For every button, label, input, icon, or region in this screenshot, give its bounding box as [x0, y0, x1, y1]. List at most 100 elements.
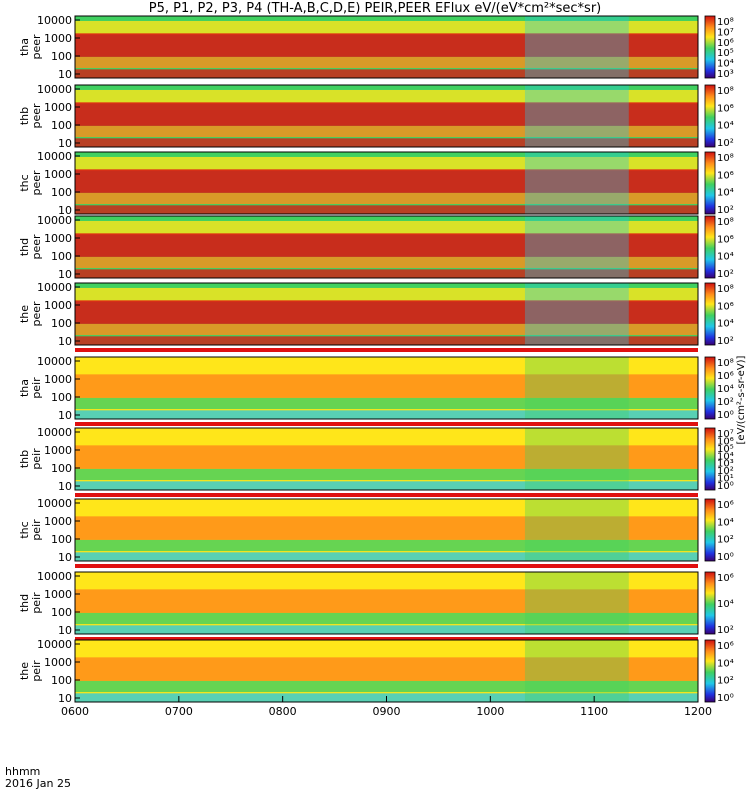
colorbar-tick-label: 10⁰ — [717, 481, 734, 492]
core-flux-band — [75, 233, 698, 257]
colorbar — [704, 427, 716, 491]
core-flux-band — [75, 300, 698, 324]
disturbed-interval — [524, 283, 629, 345]
disturbed-interval — [524, 216, 629, 278]
colorbar — [704, 15, 716, 79]
high-energy-band — [75, 432, 698, 447]
y-tick-label: 10 — [58, 268, 72, 281]
colorbar-tick-label: 10⁸ — [717, 284, 734, 295]
colorbar-tick-label: 10⁴ — [717, 121, 734, 132]
bottom-band — [75, 205, 698, 214]
time-axis-label: hhmm — [5, 765, 41, 778]
panel-frame — [74, 215, 699, 279]
y-axis-label: thcpeer — [18, 170, 43, 196]
colorbar-tick-label: 10² — [717, 205, 734, 216]
y-tick-label: 100 — [51, 391, 72, 404]
quality-flag-bar — [75, 493, 698, 497]
colorbar-tick-label: 10² — [717, 466, 734, 477]
x-tick-label: 1200 — [684, 705, 712, 718]
colorbar-tick-label: 10⁸ — [717, 153, 734, 164]
colorbar-tick-label: 10⁶ — [717, 500, 734, 511]
colorbar-tick-label: 10⁰ — [717, 410, 734, 421]
low-energy-band — [75, 56, 698, 69]
colorbar-tick-label: 10⁸ — [717, 217, 734, 228]
panel-frame — [74, 498, 699, 562]
panel-the-peer: 10000 1000 100 10 thepeer 10⁸ 10⁶ 10⁴ 10² — [18, 281, 734, 352]
y-tick-label: 100 — [51, 119, 72, 132]
high-energy-band — [75, 220, 698, 235]
y-tick-label: 100 — [51, 186, 72, 199]
y-axis-label: thepeir — [18, 660, 43, 682]
panel-frame — [74, 356, 699, 420]
y-axis-label: thbpeir — [18, 448, 43, 470]
flag-bar-fill — [75, 348, 698, 352]
y-tick-label: 10000 — [37, 214, 72, 227]
high-energy-band — [75, 89, 698, 104]
colorbar-tick-label: 10² — [717, 535, 734, 546]
y-tick-label: 1000 — [44, 101, 72, 114]
panel-frame — [74, 15, 699, 79]
colorbar-tick-label: 10⁴ — [717, 188, 734, 199]
colorbar-tick-label: 10⁶ — [717, 38, 734, 49]
colorbar-tick-label: 10⁶ — [717, 641, 734, 652]
y-tick-label: 1000 — [44, 32, 72, 45]
y-tick-label: 100 — [51, 317, 72, 330]
colorbar-tick-label: 10⁶ — [717, 573, 734, 584]
high-energy-band — [75, 20, 698, 35]
bottom-band — [75, 269, 698, 278]
low-energy-band — [75, 468, 698, 481]
colorbar-tick-label: 10⁶ — [717, 301, 734, 312]
y-tick-label: 1000 — [44, 515, 72, 528]
y-tick-label: 10 — [58, 624, 72, 637]
y-axis-label: thapeir — [18, 377, 43, 399]
low-energy-band — [75, 397, 698, 410]
y-tick-label: 100 — [51, 462, 72, 475]
colorbar-tick-label: 10⁴ — [717, 384, 734, 395]
colorbar-tick-label: 10⁶ — [717, 371, 734, 382]
bottom-band — [75, 138, 698, 147]
y-tick-label: 10000 — [37, 570, 72, 583]
colorbar-tick-label: 10⁵ — [717, 444, 734, 455]
disturbed-interval — [524, 640, 629, 702]
high-energy-band — [75, 503, 698, 518]
colorbar-tick-label: 10⁸ — [717, 86, 734, 97]
y-axis-label: thcpeir — [18, 519, 43, 541]
colorbar-tick-label: 10² — [717, 336, 734, 347]
y-tick-label: 10000 — [37, 83, 72, 96]
disturbed-interval — [524, 357, 629, 419]
colorbar-units-label: [eV/(cm²-s-sr-eV)] — [736, 355, 747, 444]
panel-thc-peer: 10000 1000 100 10 thcpeer 10⁸ 10⁶ 10⁴ 10² — [18, 150, 734, 217]
y-tick-label: 1000 — [44, 656, 72, 669]
quality-flag-bar — [75, 348, 698, 352]
panel-thb-peer: 10000 1000 100 10 thbpeer 10⁸ 10⁶ 10⁴ 10² — [18, 83, 734, 150]
quality-flag-bar — [75, 637, 698, 641]
y-tick-label: 10000 — [37, 150, 72, 163]
panel-frame — [74, 151, 699, 215]
colorbar-tick-label: 10⁰ — [717, 552, 734, 563]
bottom-band — [75, 481, 698, 490]
high-energy-band — [75, 644, 698, 659]
y-tick-label: 10 — [58, 204, 72, 217]
panel-frame — [74, 282, 699, 346]
y-tick-label: 1000 — [44, 588, 72, 601]
panel-thb-peir: 10000100010010thbpeir10⁷10⁶10⁵10⁴10³10²1… — [18, 426, 734, 497]
colorbar — [704, 571, 716, 635]
colorbar-tick-label: 10⁴ — [717, 319, 734, 330]
colorbar — [704, 498, 716, 562]
y-tick-label: 1000 — [44, 232, 72, 245]
high-energy-band — [75, 361, 698, 376]
colorbar-tick-label: 10⁶ — [717, 436, 734, 447]
y-tick-label: 1000 — [44, 168, 72, 181]
x-tick-label: 0900 — [373, 705, 401, 718]
y-axis-label: thdpeer — [18, 234, 43, 260]
y-tick-label: 10000 — [37, 426, 72, 439]
low-energy-band — [75, 192, 698, 205]
disturbed-interval — [524, 499, 629, 561]
high-energy-band — [75, 156, 698, 171]
y-tick-label: 10000 — [37, 14, 72, 27]
bottom-band — [75, 336, 698, 345]
core-flux-band — [75, 516, 698, 540]
y-tick-label: 100 — [51, 250, 72, 263]
colorbar-tick-label: 10⁸ — [717, 17, 734, 28]
